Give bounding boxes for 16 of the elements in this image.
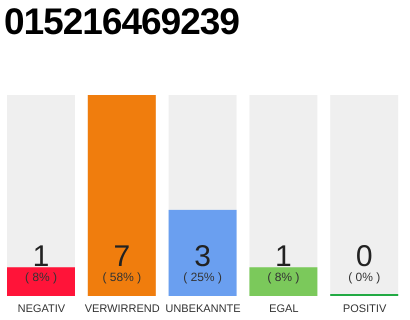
x-tick-label: VERWIRREND bbox=[84, 302, 160, 315]
chart-title: 015216469239 bbox=[4, 0, 239, 44]
annotation: ( 8% ) bbox=[267, 270, 300, 284]
x-tick-label: POSITIV bbox=[342, 302, 387, 315]
data-label: 0 bbox=[356, 240, 373, 273]
data-label: 7 bbox=[113, 240, 130, 273]
annotation: ( 58% ) bbox=[102, 270, 142, 284]
annotation: ( 8% ) bbox=[24, 270, 58, 284]
data-label: 1 bbox=[275, 240, 292, 273]
data-label: 3 bbox=[194, 240, 211, 273]
x-tick-label: UNBEKANNTE bbox=[165, 302, 241, 315]
annotation: ( 25% ) bbox=[183, 270, 222, 284]
annotation: ( 0% ) bbox=[348, 270, 380, 284]
x-tick-label: NEGATIV bbox=[18, 302, 66, 315]
x-tick-label: EGAL bbox=[269, 302, 298, 315]
data-label: 1 bbox=[32, 240, 50, 273]
